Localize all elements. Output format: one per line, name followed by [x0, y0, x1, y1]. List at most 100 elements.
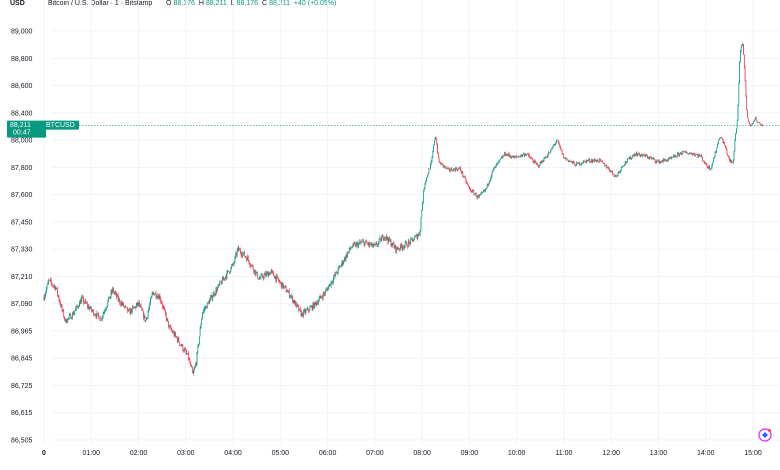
candle-body — [650, 157, 652, 159]
candle-body — [348, 248, 350, 252]
candle-body — [177, 338, 179, 342]
candle-body — [651, 158, 653, 159]
candle-body — [604, 163, 606, 167]
candle-body — [222, 277, 224, 280]
candle-body — [321, 297, 322, 298]
candle-body — [49, 279, 50, 281]
candle-body — [143, 311, 144, 318]
candle-body — [655, 161, 657, 163]
candle-body — [210, 297, 211, 300]
candle-body — [284, 286, 286, 288]
candle-body — [426, 177, 427, 182]
candle-body — [66, 322, 68, 323]
close-label: C — [262, 0, 268, 7]
candle-body — [588, 159, 590, 161]
candle-body — [658, 160, 660, 164]
candle-body — [572, 161, 574, 163]
candle-body — [542, 161, 544, 163]
candle-body — [289, 296, 291, 298]
candle-body — [666, 160, 668, 162]
candle-body — [470, 189, 472, 192]
candle-body — [292, 300, 294, 302]
candle-body — [401, 246, 403, 249]
candle-body — [154, 294, 155, 296]
candle-body — [629, 156, 631, 159]
candle-body — [637, 154, 639, 156]
candle-body — [275, 276, 277, 281]
candle-body — [613, 173, 614, 175]
candle-body — [165, 310, 166, 315]
candle-body — [708, 166, 710, 169]
candle-body — [672, 157, 673, 158]
candle-body — [182, 344, 184, 351]
symbol-title[interactable]: Bitcoin / U.S. Dollar · 1 · Bitstamp — [48, 0, 153, 7]
candle-body — [109, 296, 111, 299]
candle-body — [665, 160, 667, 162]
candle-body — [695, 154, 697, 155]
candle-body — [369, 242, 371, 246]
candle-body — [469, 187, 471, 190]
candle-body — [350, 247, 352, 250]
candle-body — [678, 153, 680, 156]
candle-body — [422, 191, 424, 203]
candle-body — [43, 296, 45, 300]
candle-body — [439, 162, 441, 163]
candle-body — [712, 162, 714, 165]
candle-body — [725, 147, 727, 150]
candle-body — [262, 274, 263, 278]
candle-body — [583, 160, 585, 162]
candle-body — [121, 302, 123, 305]
candle-body — [558, 142, 560, 145]
candle-body — [136, 302, 138, 306]
time-tick-label: 06:00 — [319, 450, 337, 457]
candle-body — [677, 153, 679, 154]
candle-body — [578, 162, 580, 164]
candle-body — [84, 300, 86, 303]
candle-body — [673, 155, 675, 157]
candle-body — [339, 266, 341, 267]
candle-body — [378, 238, 380, 243]
candle-body — [168, 321, 169, 328]
candle-body — [353, 243, 355, 244]
candle-body — [193, 370, 195, 374]
candle-body — [135, 306, 136, 308]
candle-body — [688, 153, 690, 154]
candle-body — [687, 153, 688, 155]
candle-body — [397, 248, 399, 250]
candle-body — [56, 287, 57, 289]
candle-body — [231, 265, 233, 268]
candle-body — [254, 269, 255, 273]
candle-body — [151, 293, 153, 297]
candle-body — [402, 247, 404, 249]
candle-body — [341, 261, 343, 265]
candle-body — [294, 301, 296, 304]
candle-body — [226, 271, 228, 278]
candle-body — [195, 364, 196, 368]
candle-body — [547, 154, 549, 157]
candle-body — [74, 310, 76, 313]
candle-body — [661, 161, 662, 162]
candle-body — [138, 302, 139, 305]
candle-body — [236, 249, 238, 256]
candle-body — [680, 152, 681, 154]
price-tick-label: 86,965 — [11, 328, 33, 335]
candle-body — [125, 306, 127, 307]
candle-body — [495, 164, 497, 168]
candle-body — [157, 295, 158, 298]
candle-body — [762, 124, 763, 127]
tradingview-logo-icon[interactable] — [756, 426, 774, 444]
candle-body — [352, 243, 354, 247]
candle-body — [237, 247, 239, 250]
candle-body — [465, 178, 467, 183]
candle-body — [190, 363, 192, 365]
candle-body — [174, 333, 176, 336]
symbol-tag: BTCUSD — [46, 122, 75, 129]
candle-body — [603, 163, 605, 164]
candle-body — [152, 292, 154, 294]
candle-body — [232, 263, 233, 266]
candle-body — [705, 162, 707, 164]
candle-body — [598, 158, 600, 162]
candle-body — [173, 332, 175, 336]
candle-body — [374, 244, 376, 245]
